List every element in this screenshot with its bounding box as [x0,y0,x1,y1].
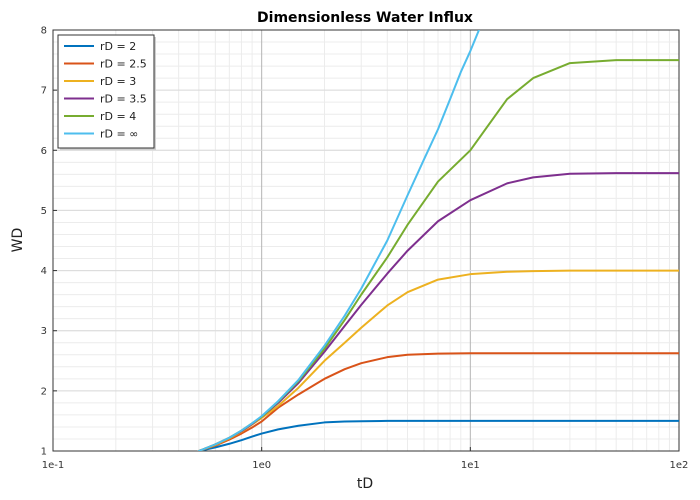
y-tick-label: 8 [41,26,47,37]
legend-label: rD = 4 [100,110,136,123]
legend-label: rD = 2.5 [100,58,147,71]
legend-label: rD = 2 [100,40,136,53]
x-tick-label: 1e0 [252,460,271,471]
x-tick-label: 1e2 [670,460,689,471]
series-layer [197,30,679,451]
series-lines [197,30,679,451]
x-tick-label: 1e1 [461,460,480,471]
legend-box [57,34,155,149]
plot-area-frame [52,29,680,452]
legend-label: rD = 3 [100,75,136,88]
x-tick-label: 1e-1 [42,460,65,471]
legend: rD = 2 rD = 2.5 rD = 3 rD = 3.5 rD = 4 rD = ∞ [57,34,156,150]
y-tick-label: 1 [41,447,47,458]
series-line-6 [197,30,480,451]
series-line-2 [197,352,679,451]
y-tick-label: 3 [41,326,47,337]
y-axis-ticks: 1 2 3 4 5 6 7 8 [41,26,57,458]
y-tick-label: 7 [41,86,47,97]
series-line-1 [197,419,679,451]
y-tick-label: 2 [41,386,47,397]
legend-label: rD = ∞ [100,128,138,141]
x-axis-title: tD [357,476,373,492]
x-axis-ticks: 1e-1 1e0 1e1 1e2 [42,447,689,471]
y-axis-title: WD [10,228,26,253]
y-tick-label: 6 [41,146,47,157]
chart-title: Dimensionless Water Influx [257,10,473,26]
y-tick-label: 5 [41,206,47,217]
y-tick-label: 4 [41,266,47,277]
legend-label: rD = 3.5 [100,93,147,106]
